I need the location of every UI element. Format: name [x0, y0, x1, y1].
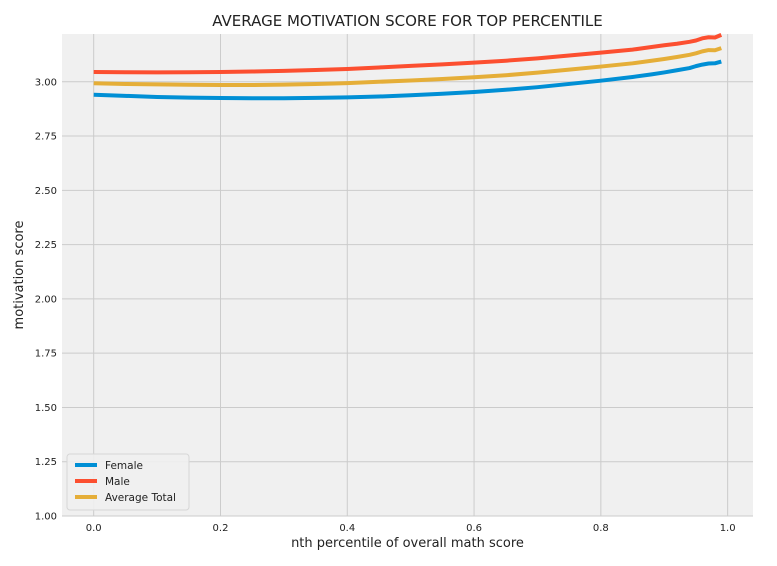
legend-items: Female Male Average Total [75, 460, 176, 504]
y-tick-label: 1.00 [35, 512, 57, 523]
x-axis-label: nth percentile of overall math score [291, 536, 524, 551]
y-tick-label: 2.50 [35, 186, 57, 197]
legend-label: Average Total [105, 492, 176, 504]
y-tick-label: 3.00 [35, 77, 57, 88]
y-tick-label: 1.75 [35, 349, 57, 360]
chart-title: AVERAGE MOTIVATION SCORE FOR TOP PERCENT… [212, 12, 603, 30]
legend-label: Male [105, 476, 130, 488]
y-tick-label: 1.25 [35, 457, 57, 468]
series-line-male [93, 33, 723, 75]
x-tick-label: 0.4 [339, 523, 355, 534]
x-tick-label: 1.0 [720, 523, 736, 534]
y-tick-label: 2.75 [35, 132, 57, 143]
legend-label: Female [105, 460, 143, 472]
grid-lines [62, 34, 753, 517]
y-axis-label: motivation score [12, 221, 27, 330]
plot-background [62, 34, 753, 516]
legend-box [66, 453, 190, 511]
y-tick-label: 1.50 [35, 403, 57, 414]
tick-labels: 0.0 0.2 0.4 0.6 0.8 1.0 1.00 1.25 1.50 1.75 2.00 2.… [35, 77, 736, 534]
series-line-average-total [93, 46, 722, 88]
series-line-female [93, 59, 722, 101]
x-tick-label: 0.2 [213, 523, 229, 534]
series-lines [93, 33, 723, 101]
y-tick-label: 2.25 [35, 240, 57, 251]
legend: Female Male Average Total [66, 453, 190, 511]
y-tick-label: 2.00 [35, 294, 57, 305]
x-tick-label: 0.6 [466, 523, 482, 534]
x-tick-label: 0.0 [86, 523, 102, 534]
x-tick-label: 0.8 [593, 523, 609, 534]
